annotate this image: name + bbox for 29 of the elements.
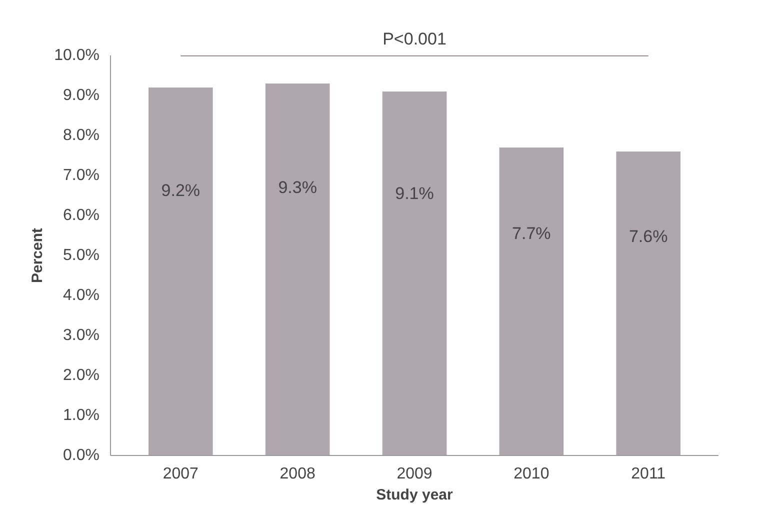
data-label: 9.3% xyxy=(278,178,317,198)
y-tick-label: 0.0% xyxy=(63,447,100,464)
data-label: 9.1% xyxy=(395,184,434,203)
y-tick-label: 9.0% xyxy=(63,87,100,104)
bar xyxy=(148,88,213,456)
y-tick-label: 10.0% xyxy=(54,47,100,64)
y-tick-label: 6.0% xyxy=(63,207,100,224)
x-axis-title: Study year xyxy=(376,486,454,504)
x-tick-label: 2011 xyxy=(631,466,666,482)
y-tick-label: 7.0% xyxy=(63,167,100,184)
y-tick-label: 3.0% xyxy=(63,327,100,344)
x-tick-label: 2007 xyxy=(162,466,199,482)
bar xyxy=(265,84,330,456)
bar xyxy=(382,92,447,456)
y-tick-label: 2.0% xyxy=(63,367,100,384)
y-tick-label: 4.0% xyxy=(63,287,100,304)
data-label: 9.2% xyxy=(161,181,200,200)
y-tick-label: 1.0% xyxy=(63,407,100,424)
x-tick-label: 2010 xyxy=(514,466,550,482)
data-label: 7.6% xyxy=(628,227,668,246)
bar xyxy=(499,148,564,456)
bar xyxy=(616,152,680,456)
x-tick-label: 2009 xyxy=(396,466,432,482)
x-tick-label: 2008 xyxy=(280,466,316,482)
y-tick-label: 8.0% xyxy=(63,127,100,144)
y-axis-title: Percent xyxy=(29,228,46,284)
y-tick-label: 5.0% xyxy=(63,247,100,264)
text: P<0.001 xyxy=(382,30,446,48)
data-label: 7.7% xyxy=(512,224,551,244)
